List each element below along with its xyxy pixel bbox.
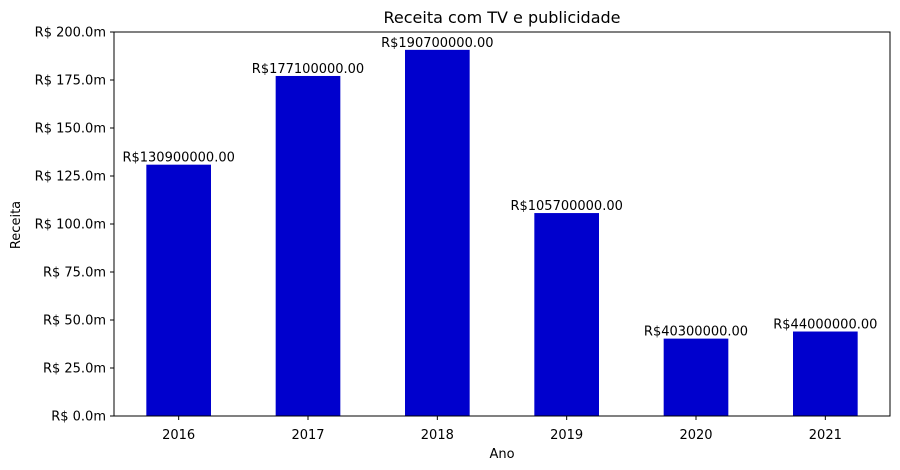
y-tick-label-4: R$ 100.0m bbox=[35, 218, 106, 233]
x-tick-label-2017: 2017 bbox=[291, 428, 324, 443]
data-label-2019: R$105700000.00 bbox=[510, 199, 622, 214]
data-label-2017: R$177100000.00 bbox=[252, 62, 364, 77]
data-label-2016: R$130900000.00 bbox=[122, 151, 234, 166]
plot-frame bbox=[113, 31, 891, 417]
y-tick-label-2: R$ 50.0m bbox=[43, 314, 106, 329]
y-tick-label-5: R$ 125.0m bbox=[35, 170, 106, 185]
plot-area: R$130900000.00 2016 R$177100000.00 2017 R$19… bbox=[35, 26, 891, 443]
y-tick-label-6: R$ 150.0m bbox=[35, 122, 106, 137]
y-tick-label-0: R$ 0.0m bbox=[51, 410, 106, 425]
x-tick-label-2016: 2016 bbox=[162, 428, 195, 443]
data-label-2021: R$44000000.00 bbox=[773, 318, 877, 333]
x-axis-title: Ano bbox=[489, 447, 514, 462]
bar-2018 bbox=[405, 49, 470, 417]
bar-2020 bbox=[663, 338, 729, 416]
bar-2021 bbox=[793, 331, 858, 416]
bar-2017 bbox=[275, 75, 341, 416]
y-tick-label-7: R$ 175.0m bbox=[35, 74, 106, 89]
x-tick-label-2021: 2021 bbox=[809, 428, 842, 443]
y-axis-title: Receita bbox=[9, 201, 24, 249]
y-tick-label-3: R$ 75.0m bbox=[43, 266, 106, 281]
chart-title: Receita com TV e publicidade bbox=[383, 8, 620, 27]
data-label-2020: R$40300000.00 bbox=[644, 325, 748, 340]
x-tick-label-2018: 2018 bbox=[421, 428, 454, 443]
x-tick-label-2020: 2020 bbox=[679, 428, 712, 443]
data-label-2018: R$190700000.00 bbox=[381, 36, 493, 51]
bar-2016 bbox=[146, 164, 211, 416]
y-tick-label-8: R$ 200.0m bbox=[35, 26, 106, 41]
x-tick-label-2019: 2019 bbox=[550, 428, 583, 443]
y-tick-label-1: R$ 25.0m bbox=[43, 362, 106, 377]
bar-2019 bbox=[534, 213, 599, 416]
